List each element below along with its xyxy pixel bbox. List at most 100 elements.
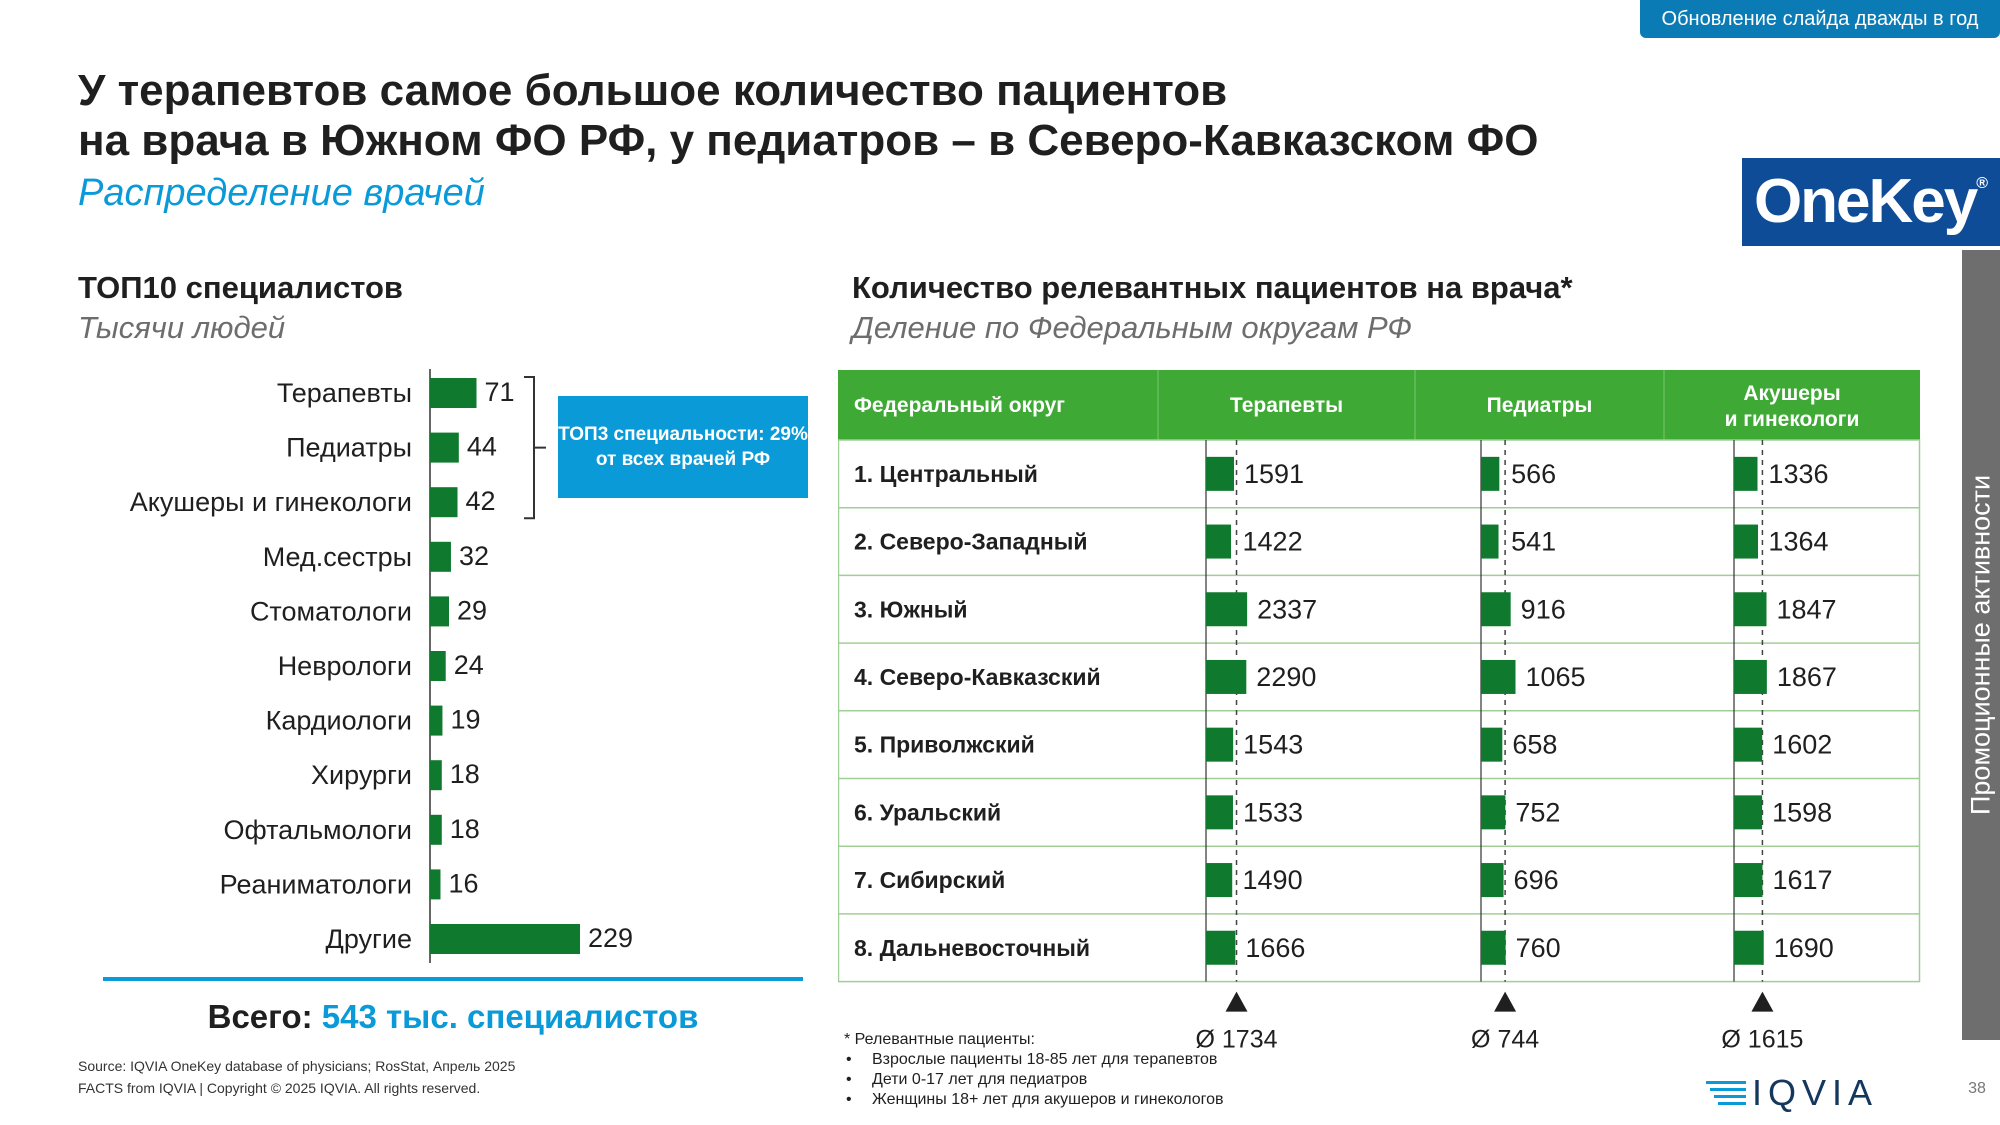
value-label: 29 (457, 595, 487, 625)
value-label: 696 (1514, 865, 1559, 895)
page-subtitle: Распределение врачей (78, 172, 485, 214)
column-header: Педиатры (1487, 394, 1593, 417)
value-label: 71 (485, 377, 515, 407)
bar (1206, 456, 1235, 491)
footnote-head: * Релевантные пациенты: (844, 1031, 1035, 1048)
region-label: 1. Центральный (854, 461, 1038, 487)
top3-bracket (524, 376, 546, 520)
bar (1734, 930, 1764, 965)
value-label: 1422 (1243, 527, 1303, 557)
table-header (838, 370, 1920, 440)
region-label: 5. Приволжский (854, 732, 1035, 758)
bar (1206, 863, 1233, 898)
value-label: 1364 (1768, 527, 1828, 557)
average-label: Ø 1734 (1196, 1026, 1278, 1050)
column-header: Акушеры и гинекологи (1725, 382, 1860, 431)
right-section-title: Количество релевантных пациентов на врач… (852, 270, 1573, 305)
bar (430, 487, 458, 518)
bar (1734, 795, 1763, 830)
logo-text: OneKey (1753, 167, 1978, 236)
bar (1206, 727, 1234, 762)
source-line-2: FACTS from IQVIA | Copyright © 2025 IQVI… (78, 1080, 481, 1096)
iqvia-lines-icon (1706, 1081, 1746, 1105)
value-label: 1543 (1243, 730, 1303, 760)
iqvia-logo: IQVIA (1752, 1072, 1879, 1113)
value-label: 658 (1512, 730, 1557, 760)
category-label: Педиатры (286, 433, 412, 463)
region-label: 4. Северо-Кавказский (854, 664, 1101, 690)
source-line-1: Source: IQVIA OneKey database of physici… (78, 1058, 516, 1074)
page-title: У терапевтов самое большое количество па… (78, 66, 1628, 166)
value-label: 1336 (1768, 459, 1828, 489)
bar (1481, 863, 1504, 898)
bar (430, 705, 443, 736)
bar (1481, 524, 1499, 559)
value-label: 18 (450, 759, 480, 789)
value-label: 44 (467, 432, 497, 462)
update-badge: Обновление слайда дважды в год (1640, 0, 2000, 38)
category-label: Неврологи (278, 651, 412, 681)
region-label: 3. Южный (854, 596, 968, 622)
value-label: 24 (454, 650, 484, 680)
bar (430, 651, 446, 681)
bar (1206, 659, 1247, 694)
value-label: 2337 (1257, 594, 1317, 624)
category-label: Реаниматологи (220, 869, 412, 899)
bar (430, 596, 449, 627)
source-note: Source: IQVIA OneKey database of physici… (78, 1055, 515, 1099)
bar (430, 869, 441, 900)
value-label: 1065 (1526, 662, 1586, 692)
bar (430, 541, 451, 572)
footnote-item: Взрослые пациенты 18-85 лет для терапевт… (844, 1050, 1224, 1070)
bar (430, 432, 459, 463)
region-label: 2. Северо-Западный (854, 529, 1088, 555)
bar (1734, 727, 1763, 762)
value-label: 1598 (1772, 797, 1832, 827)
patients-per-doctor-table: Федеральный округ Терапевты Педиатры Акушер… (838, 370, 1921, 1050)
column-header: Федеральный округ (854, 394, 1065, 417)
category-label: Мед.сестры (263, 542, 412, 572)
value-label: 752 (1515, 797, 1560, 827)
value-label: 1533 (1243, 797, 1303, 827)
bar (430, 814, 442, 845)
value-label: 42 (466, 486, 496, 516)
sidebar-strip (1962, 250, 2000, 1040)
bar (1481, 930, 1506, 965)
top3-callout: ТОП3 специальности: 29% от всех врачей Р… (558, 396, 808, 498)
category-label: Терапевты (277, 378, 412, 408)
average-marker (1225, 991, 1248, 1012)
average-marker (1494, 991, 1517, 1012)
value-label: 229 (588, 923, 633, 953)
category-label: Хирурги (311, 760, 412, 790)
category-label: Акушеры и гинекологи (130, 487, 412, 517)
total-summary: Всего: 543 тыс. специалистов (103, 998, 803, 1036)
footnote: * Релевантные пациенты: Взрослые пациент… (844, 1030, 1224, 1110)
total-label: Всего: (207, 998, 313, 1035)
bar (1481, 727, 1503, 762)
total-value: 543 тыс. специалистов (321, 998, 699, 1035)
value-label: 1490 (1243, 865, 1303, 895)
value-label: 1867 (1777, 662, 1837, 692)
value-label: 566 (1511, 459, 1556, 489)
value-label: 916 (1521, 594, 1566, 624)
value-label: 18 (450, 814, 480, 844)
bar (1481, 659, 1516, 694)
region-label: 8. Дальневосточный (854, 935, 1090, 961)
title-line-2: на врача в Южном ФО РФ, у педиатров – в … (78, 116, 1539, 165)
bar (1734, 863, 1763, 898)
region-label: 7. Сибирский (854, 867, 1005, 893)
sidebar-label: Промоционные активности (1965, 474, 1996, 816)
left-section-subtitle: Тысячи людей (78, 310, 286, 345)
total-divider (103, 977, 803, 981)
footnote-item: Дети 0-17 лет для педиатров (844, 1070, 1224, 1090)
title-line-1: У терапевтов самое большое количество па… (78, 66, 1228, 115)
bar (1206, 592, 1248, 627)
region-label: 6. Уральский (854, 799, 1001, 825)
value-label: 760 (1516, 933, 1561, 963)
column-header: Терапевты (1230, 394, 1343, 417)
value-label: 1591 (1244, 459, 1304, 489)
value-label: 2290 (1256, 662, 1316, 692)
category-label: Офтальмологи (223, 815, 412, 845)
category-label: Другие (326, 924, 412, 954)
value-label: 16 (448, 868, 478, 898)
